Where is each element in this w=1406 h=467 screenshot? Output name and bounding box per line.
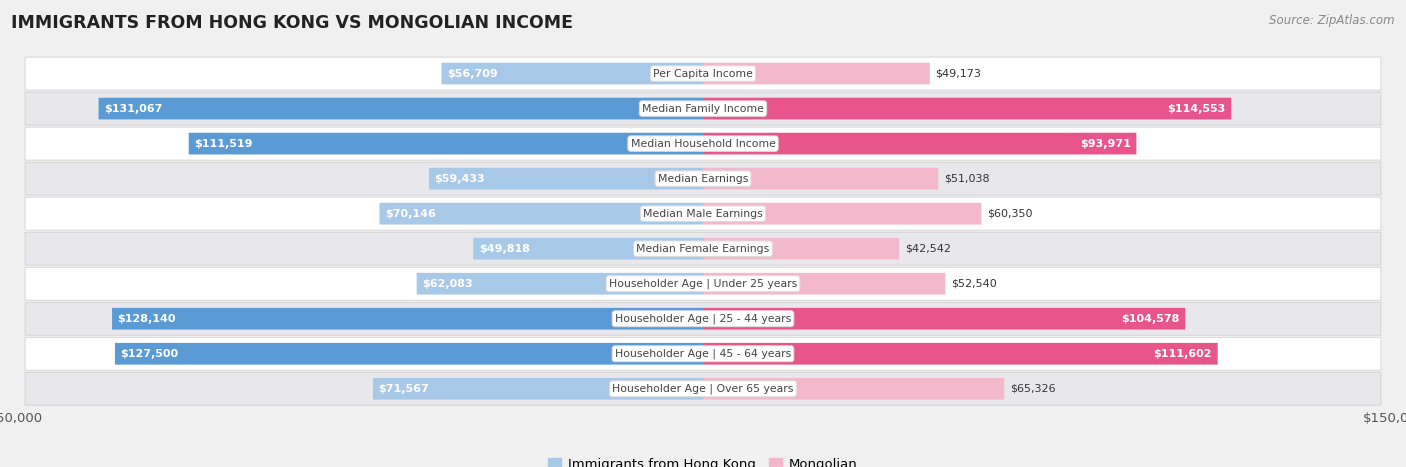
Text: $111,602: $111,602 — [1154, 349, 1212, 359]
Text: Householder Age | Under 25 years: Householder Age | Under 25 years — [609, 278, 797, 289]
FancyBboxPatch shape — [25, 57, 1381, 90]
FancyBboxPatch shape — [703, 98, 1232, 120]
FancyBboxPatch shape — [112, 308, 703, 330]
FancyBboxPatch shape — [703, 63, 929, 85]
Text: $52,540: $52,540 — [950, 279, 997, 289]
Text: $59,433: $59,433 — [434, 174, 485, 184]
Text: $70,146: $70,146 — [385, 209, 436, 219]
Text: $71,567: $71,567 — [378, 384, 429, 394]
Text: Median Earnings: Median Earnings — [658, 174, 748, 184]
Text: Householder Age | 25 - 44 years: Householder Age | 25 - 44 years — [614, 313, 792, 324]
FancyBboxPatch shape — [25, 162, 1381, 195]
Text: $127,500: $127,500 — [121, 349, 179, 359]
Text: $49,818: $49,818 — [479, 244, 530, 254]
Text: $56,709: $56,709 — [447, 69, 498, 78]
Text: $62,083: $62,083 — [422, 279, 472, 289]
Text: $131,067: $131,067 — [104, 104, 163, 113]
FancyBboxPatch shape — [703, 203, 981, 225]
FancyBboxPatch shape — [416, 273, 703, 295]
FancyBboxPatch shape — [703, 308, 1185, 330]
Text: $104,578: $104,578 — [1122, 314, 1180, 324]
Text: Median Male Earnings: Median Male Earnings — [643, 209, 763, 219]
Text: Median Household Income: Median Household Income — [630, 139, 776, 149]
FancyBboxPatch shape — [25, 267, 1381, 300]
Legend: Immigrants from Hong Kong, Mongolian: Immigrants from Hong Kong, Mongolian — [543, 453, 863, 467]
FancyBboxPatch shape — [474, 238, 703, 260]
FancyBboxPatch shape — [703, 343, 1218, 365]
Text: $114,553: $114,553 — [1167, 104, 1226, 113]
Text: Median Female Earnings: Median Female Earnings — [637, 244, 769, 254]
Text: Median Family Income: Median Family Income — [643, 104, 763, 113]
FancyBboxPatch shape — [703, 273, 945, 295]
Text: Householder Age | 45 - 64 years: Householder Age | 45 - 64 years — [614, 348, 792, 359]
FancyBboxPatch shape — [441, 63, 703, 85]
FancyBboxPatch shape — [25, 337, 1381, 370]
FancyBboxPatch shape — [25, 232, 1381, 265]
Text: $42,542: $42,542 — [904, 244, 950, 254]
Text: $49,173: $49,173 — [935, 69, 981, 78]
FancyBboxPatch shape — [25, 302, 1381, 335]
Text: $93,971: $93,971 — [1080, 139, 1130, 149]
Text: $128,140: $128,140 — [118, 314, 176, 324]
Text: $65,326: $65,326 — [1010, 384, 1056, 394]
Text: IMMIGRANTS FROM HONG KONG VS MONGOLIAN INCOME: IMMIGRANTS FROM HONG KONG VS MONGOLIAN I… — [11, 14, 574, 32]
FancyBboxPatch shape — [188, 133, 703, 155]
Text: Householder Age | Over 65 years: Householder Age | Over 65 years — [612, 383, 794, 394]
FancyBboxPatch shape — [703, 378, 1004, 400]
Text: $60,350: $60,350 — [987, 209, 1032, 219]
FancyBboxPatch shape — [373, 378, 703, 400]
FancyBboxPatch shape — [25, 127, 1381, 160]
FancyBboxPatch shape — [115, 343, 703, 365]
FancyBboxPatch shape — [25, 197, 1381, 230]
FancyBboxPatch shape — [98, 98, 703, 120]
Text: Source: ZipAtlas.com: Source: ZipAtlas.com — [1270, 14, 1395, 27]
Text: $111,519: $111,519 — [194, 139, 253, 149]
FancyBboxPatch shape — [703, 238, 900, 260]
FancyBboxPatch shape — [25, 92, 1381, 125]
FancyBboxPatch shape — [429, 168, 703, 190]
Text: $51,038: $51,038 — [943, 174, 990, 184]
Text: Per Capita Income: Per Capita Income — [652, 69, 754, 78]
FancyBboxPatch shape — [703, 168, 938, 190]
FancyBboxPatch shape — [703, 133, 1136, 155]
FancyBboxPatch shape — [380, 203, 703, 225]
FancyBboxPatch shape — [25, 372, 1381, 405]
